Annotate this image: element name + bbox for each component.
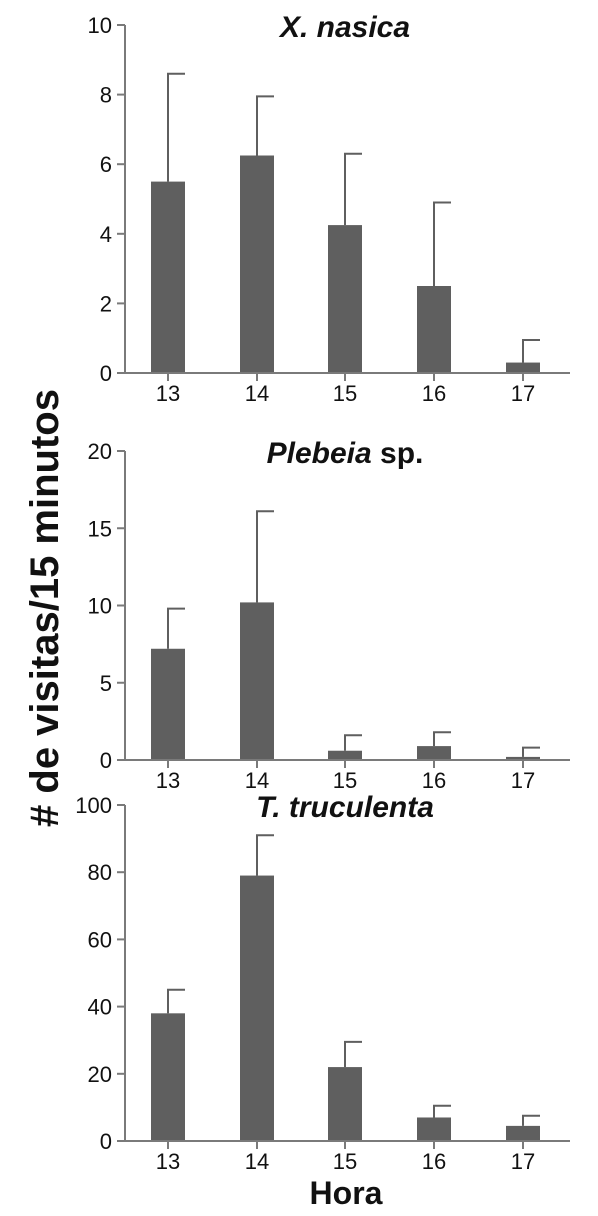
x-tick-label: 14 [245,1149,269,1174]
panel-title: T. truculenta [256,791,434,824]
y-tick-label: 4 [100,222,112,247]
x-tick-label: 16 [422,1149,446,1174]
x-tick-label: 17 [511,381,535,406]
bar [240,155,274,373]
panel-title-plain: sp. [372,437,424,470]
x-tick-label: 13 [156,768,180,793]
bar [417,746,451,760]
y-tick-label: 100 [75,793,112,818]
x-tick-label: 15 [333,381,357,406]
panel-title-italic: Plebeia [267,437,372,470]
bar [506,756,540,760]
bar [240,875,274,1141]
y-tick-label: 40 [88,995,112,1020]
y-tick-label: 20 [88,1062,112,1087]
x-tick-label: 15 [333,768,357,793]
y-tick-label: 0 [100,1129,112,1154]
bar [328,225,362,373]
x-tick-label: 17 [511,768,535,793]
panel-title: Plebeia sp. [267,437,424,470]
bar [506,362,540,373]
y-tick-label: 15 [88,516,112,541]
bar [151,1013,185,1141]
y-tick-label: 0 [100,748,112,773]
y-tick-label: 0 [100,361,112,386]
panel-title-italic: X. nasica [278,11,410,44]
x-tick-label: 17 [511,1149,535,1174]
y-tick-label: 6 [100,152,112,177]
y-tick-label: 80 [88,860,112,885]
x-tick-label: 16 [422,381,446,406]
x-tick-label: 16 [422,768,446,793]
y-tick-label: 10 [88,13,112,38]
bar [417,1117,451,1141]
bar [328,750,362,760]
chart-panel: Plebeia sp. 0 5 10 15 20 13 14 15 16 17 [88,437,570,793]
y-axis-title: # de visitas/15 minutos [23,389,67,827]
bar [506,1125,540,1141]
y-tick-label: 5 [100,671,112,696]
y-tick-label: 2 [100,291,112,316]
y-tick-label: 20 [88,439,112,464]
bar [151,181,185,373]
y-tick-label: 60 [88,927,112,952]
x-tick-label: 13 [156,1149,180,1174]
panel-title-italic: T. truculenta [256,791,434,824]
bar [240,602,274,760]
chart-panels: X. nasica 0 2 4 6 8 10 13 14 15 16 17 Plebeia sp. 0 5 1… [75,11,570,1174]
bar [328,1067,362,1141]
y-tick-label: 8 [100,83,112,108]
y-tick-label: 10 [88,594,112,619]
x-tick-label: 15 [333,1149,357,1174]
bar [417,286,451,373]
x-tick-label: 14 [245,381,269,406]
x-tick-label: 13 [156,381,180,406]
bar [151,648,185,760]
chart-panel: X. nasica 0 2 4 6 8 10 13 14 15 16 17 [88,11,570,406]
chart-panel: T. truculenta 0 20 40 60 80 100 13 14 15 16 17 [75,791,570,1174]
x-axis-title: Hora [310,1175,383,1211]
x-tick-label: 14 [245,768,269,793]
panel-title: X. nasica [278,11,410,44]
